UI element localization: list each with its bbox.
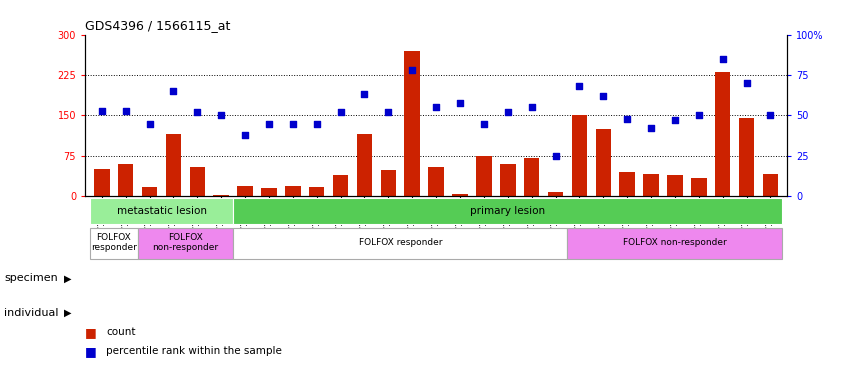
Bar [620, 172, 635, 196]
Bar [142, 187, 157, 196]
Point [119, 108, 133, 114]
Bar [285, 185, 300, 196]
Bar [333, 175, 348, 196]
Point [763, 113, 777, 119]
Point [310, 121, 323, 127]
Point [430, 104, 443, 111]
Bar [90, 228, 138, 259]
Text: FOLFOX non-responder: FOLFOX non-responder [623, 238, 727, 247]
Bar [739, 118, 754, 196]
Point [262, 121, 276, 127]
Text: ▶: ▶ [64, 308, 71, 318]
Bar [380, 170, 396, 196]
Bar [596, 129, 611, 196]
Bar [548, 192, 563, 196]
Point [740, 80, 753, 86]
Text: GDS4396 / 1566115_at: GDS4396 / 1566115_at [85, 19, 231, 32]
Bar [524, 157, 540, 196]
Point [668, 117, 682, 123]
Bar [233, 228, 568, 259]
Bar [90, 198, 233, 224]
Bar [166, 134, 181, 196]
Point [286, 121, 300, 127]
Text: metastatic lesion: metastatic lesion [117, 205, 207, 215]
Text: FOLFOX
responder: FOLFOX responder [91, 233, 137, 252]
Point [573, 83, 586, 89]
Point [454, 99, 467, 106]
Bar [428, 167, 444, 196]
Text: percentile rank within the sample: percentile rank within the sample [106, 346, 283, 356]
Bar [138, 228, 233, 259]
Bar [261, 188, 277, 196]
Text: ▶: ▶ [64, 273, 71, 283]
Bar [357, 134, 372, 196]
Point [238, 132, 252, 138]
Point [381, 109, 395, 115]
Text: FOLFOX responder: FOLFOX responder [358, 238, 442, 247]
Point [405, 67, 419, 73]
Bar [643, 174, 659, 196]
Bar [404, 51, 420, 196]
Bar [715, 72, 730, 196]
Bar [667, 175, 683, 196]
Text: FOLFOX
non-responder: FOLFOX non-responder [152, 233, 219, 252]
Bar [233, 198, 782, 224]
Text: ■: ■ [85, 345, 97, 358]
Point [644, 125, 658, 131]
Bar [237, 185, 253, 196]
Point [214, 113, 228, 119]
Text: specimen: specimen [4, 273, 58, 283]
Point [716, 56, 729, 62]
Point [597, 93, 610, 99]
Point [620, 116, 634, 122]
Bar [190, 167, 205, 196]
Point [167, 88, 180, 94]
Text: ■: ■ [85, 326, 97, 339]
Bar [118, 164, 134, 196]
Point [191, 109, 204, 115]
Text: count: count [106, 327, 136, 337]
Bar [477, 156, 492, 196]
Bar [94, 169, 110, 196]
Text: primary lesion: primary lesion [471, 205, 545, 215]
Point [525, 104, 539, 111]
Point [143, 121, 157, 127]
Bar [762, 174, 778, 196]
Bar [691, 177, 706, 196]
Point [334, 109, 347, 115]
Point [95, 108, 109, 114]
Bar [309, 187, 324, 196]
Bar [452, 194, 468, 196]
Bar [572, 116, 587, 196]
Point [477, 121, 491, 127]
Point [549, 153, 563, 159]
Point [692, 113, 705, 119]
Bar [568, 228, 782, 259]
Point [501, 109, 515, 115]
Bar [500, 164, 516, 196]
Bar [214, 195, 229, 196]
Text: individual: individual [4, 308, 59, 318]
Point [357, 91, 371, 98]
